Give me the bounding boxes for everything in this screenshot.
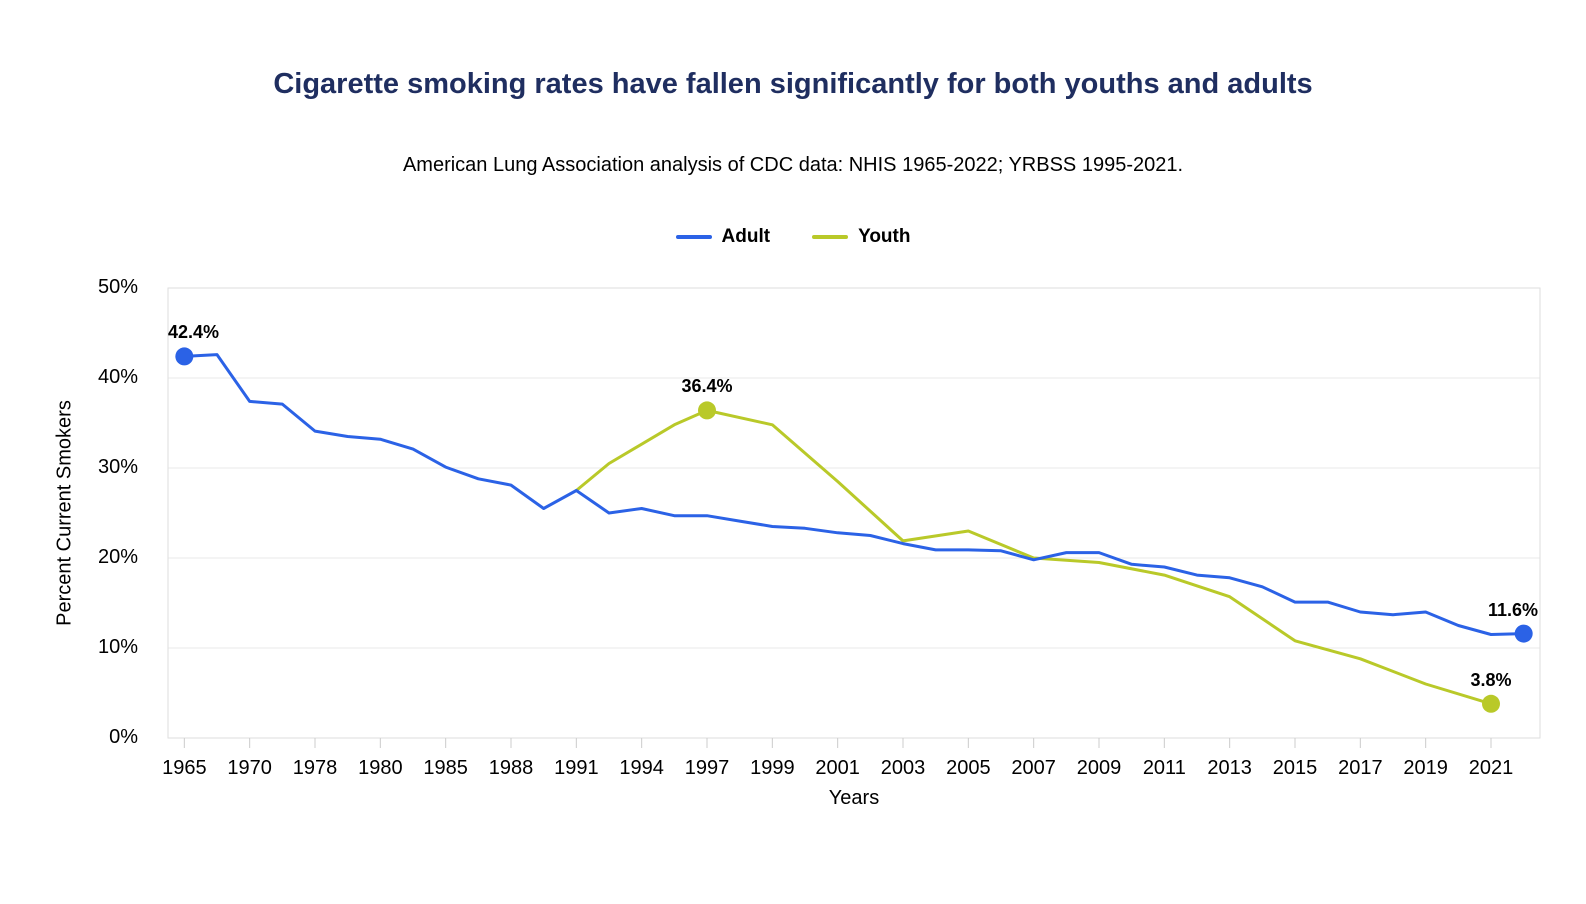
x-tick-label: 1980	[358, 757, 403, 779]
x-tick-label: 1994	[619, 757, 664, 779]
chart-subtitle: American Lung Association analysis of CD…	[402, 154, 1184, 176]
x-tick-label: 2011	[1142, 757, 1186, 779]
x-tick-label: 1999	[750, 757, 795, 779]
x-tick-label: 2021	[1468, 757, 1514, 779]
x-tick-label: 2015	[1272, 757, 1318, 779]
legend-line-youth-icon	[812, 235, 849, 239]
x-tick-label: 1985	[423, 757, 468, 779]
y-tick-label: 30%	[97, 456, 138, 478]
annotation-adult-2022: 11.6%	[1488, 599, 1539, 620]
x-tick-label: 2019	[1403, 757, 1448, 779]
x-tick-label: 1978	[292, 757, 338, 779]
series-line-adult	[182, 353, 1526, 636]
x-axis-title: Years	[828, 787, 880, 809]
legend-label-adult: Adult	[721, 226, 771, 247]
marker-adult-1965	[175, 347, 194, 366]
legend-line-adult-icon	[675, 235, 712, 239]
x-tick-label: 1970	[227, 757, 272, 779]
legend-label-youth: Youth	[858, 226, 911, 247]
y-tick-label: 10%	[97, 636, 138, 658]
annotation-adult-1965: 42.4%	[168, 322, 220, 343]
series-line-youth	[574, 408, 1493, 706]
legend-item-adult[interactable]: Adult	[675, 226, 771, 248]
x-tick-label: 2007	[1011, 757, 1056, 779]
y-tick-label: 40%	[97, 366, 138, 388]
marker-youth-1997	[698, 401, 716, 420]
x-tick-label: 1991	[554, 757, 599, 779]
x-tick-label: 1988	[488, 757, 534, 779]
y-tick-label: 50%	[97, 276, 138, 298]
annotation-youth-1997: 36.4%	[681, 376, 733, 397]
x-tick-label: 2005	[946, 757, 991, 779]
x-tick-label: 2017	[1338, 757, 1383, 779]
x-tick-label: 2001	[815, 757, 860, 779]
x-tick-label: 1997	[684, 757, 730, 779]
x-tick-label: 2009	[1076, 757, 1122, 779]
y-tick-label: 0%	[109, 726, 138, 748]
plot-border	[167, 287, 1541, 739]
legend-item-youth[interactable]: Youth	[812, 226, 910, 248]
x-tick-label: 2003	[880, 757, 926, 779]
x-tick-label: 1965	[162, 757, 207, 779]
marker-youth-2021	[1482, 694, 1500, 713]
y-tick-label: 20%	[97, 546, 138, 568]
legend: Adult Youth	[0, 222, 1586, 252]
marker-adult-2022	[1514, 624, 1533, 643]
chart-title: Cigarette smoking rates have fallen sign…	[273, 68, 1313, 100]
annotation-youth-2021: 3.8%	[1470, 669, 1512, 690]
x-tick-label: 2013	[1207, 757, 1252, 779]
